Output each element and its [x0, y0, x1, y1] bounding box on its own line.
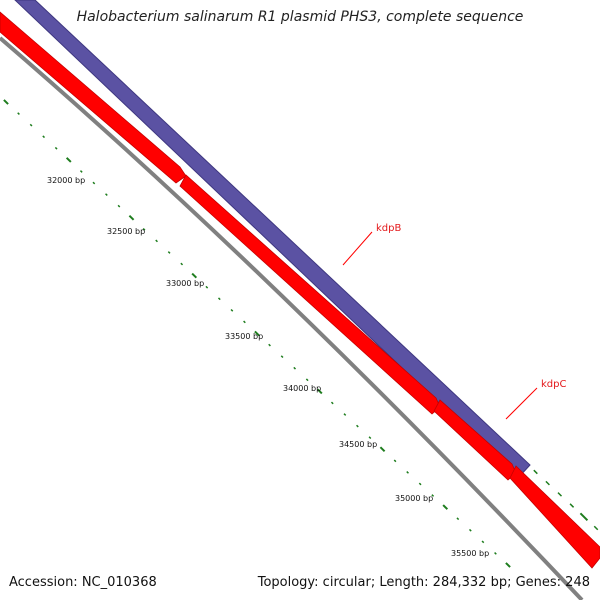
inner-tick-mark — [230, 308, 234, 312]
inner-tick-mark — [330, 401, 334, 405]
inner-tick-mark — [481, 540, 485, 544]
inner-tick-mark — [217, 297, 221, 301]
inner-tick-mark — [468, 528, 472, 532]
reverse-gene-arrow[interactable] — [0, 11, 187, 184]
accession-text: Accession: NC_010368 — [9, 575, 157, 590]
outer-tick-mark — [533, 469, 538, 475]
inner-tick-mark — [368, 436, 372, 440]
tick-label: 35000 bp — [395, 494, 433, 503]
inner-tick-mark — [79, 170, 83, 173]
inner-tick-mark — [343, 413, 347, 416]
gene-label-kdpB[interactable]: kdpB — [376, 223, 401, 234]
inner-tick-mark — [356, 424, 359, 428]
inner-tick-mark — [243, 320, 246, 324]
inner-tick-mark — [42, 135, 46, 139]
inner-tick-mark — [167, 251, 171, 254]
inner-tick-mark — [29, 123, 33, 127]
forward-strand-gene-band[interactable] — [14, 0, 531, 479]
inner-tick-mark — [17, 112, 20, 115]
tick-labels: 32000 bp 32500 bp 33000 bp 33500 bp 3400… — [47, 176, 489, 558]
sequence-backbone — [0, 36, 584, 600]
map-title: Halobacterium salinarum R1 plasmid PHS3,… — [76, 9, 524, 25]
inner-tick-mark — [316, 388, 323, 395]
inner-tick-mark — [494, 552, 497, 555]
outer-tick-mark — [579, 512, 589, 521]
gene-label-kdpC[interactable]: kdpC — [541, 379, 566, 390]
inner-tick-mark — [456, 517, 460, 521]
inner-tick-mark — [442, 504, 449, 510]
inner-tick-mark — [205, 285, 209, 289]
inner-tick-mark — [293, 366, 297, 370]
reverse-gene-arrow[interactable] — [509, 465, 600, 569]
inner-tick-mark — [418, 482, 422, 486]
tick-label: 34000 bp — [283, 384, 321, 393]
inner-tick-mark — [268, 343, 271, 347]
inner-tick-mark — [191, 272, 198, 279]
outer-tick-mark — [557, 492, 563, 497]
inner-tick-mark — [65, 157, 72, 163]
inner-tick-mark — [54, 146, 58, 150]
inner-tick-mark — [155, 239, 158, 243]
inner-tick-mark — [92, 181, 96, 185]
outer-tick-mark — [545, 480, 550, 486]
gene-label-leader-line — [505, 387, 538, 420]
inner-tick-mark — [305, 378, 309, 382]
tick-label: 33500 bp — [225, 332, 263, 341]
inner-tick-mark — [280, 355, 284, 359]
inner-tick-mark — [3, 99, 9, 105]
reverse-gene-arrow[interactable] — [179, 174, 441, 415]
gene-label-leader-line — [342, 231, 373, 266]
outer-tick-mark — [593, 525, 599, 531]
inner-tick-mark — [431, 494, 435, 497]
tick-label: 32500 bp — [107, 227, 145, 236]
reverse-strand-genes — [0, 11, 600, 569]
inner-tick-mark — [505, 562, 511, 568]
tick-label: 34500 bp — [339, 440, 377, 449]
gene-labels: kdpB kdpC — [342, 223, 566, 420]
inner-tick-mark — [128, 214, 135, 221]
inner-tick-mark — [117, 204, 121, 208]
tick-label: 35500 bp — [451, 549, 489, 558]
tick-label: 33000 bp — [166, 279, 204, 288]
inner-tick-mark — [406, 471, 409, 474]
tick-label: 32000 bp — [47, 176, 85, 185]
inner-tick-mark — [142, 227, 146, 231]
inner-tick-mark — [393, 459, 397, 463]
map-summary-text: Topology: circular; Length: 284,332 bp; … — [257, 575, 590, 590]
inner-tick-mark — [254, 330, 260, 337]
inner-tick-mark — [105, 193, 108, 196]
inner-tick-track — [3, 99, 511, 568]
inner-tick-mark — [180, 262, 184, 266]
inner-tick-mark — [379, 446, 386, 453]
outer-tick-mark — [569, 503, 575, 508]
